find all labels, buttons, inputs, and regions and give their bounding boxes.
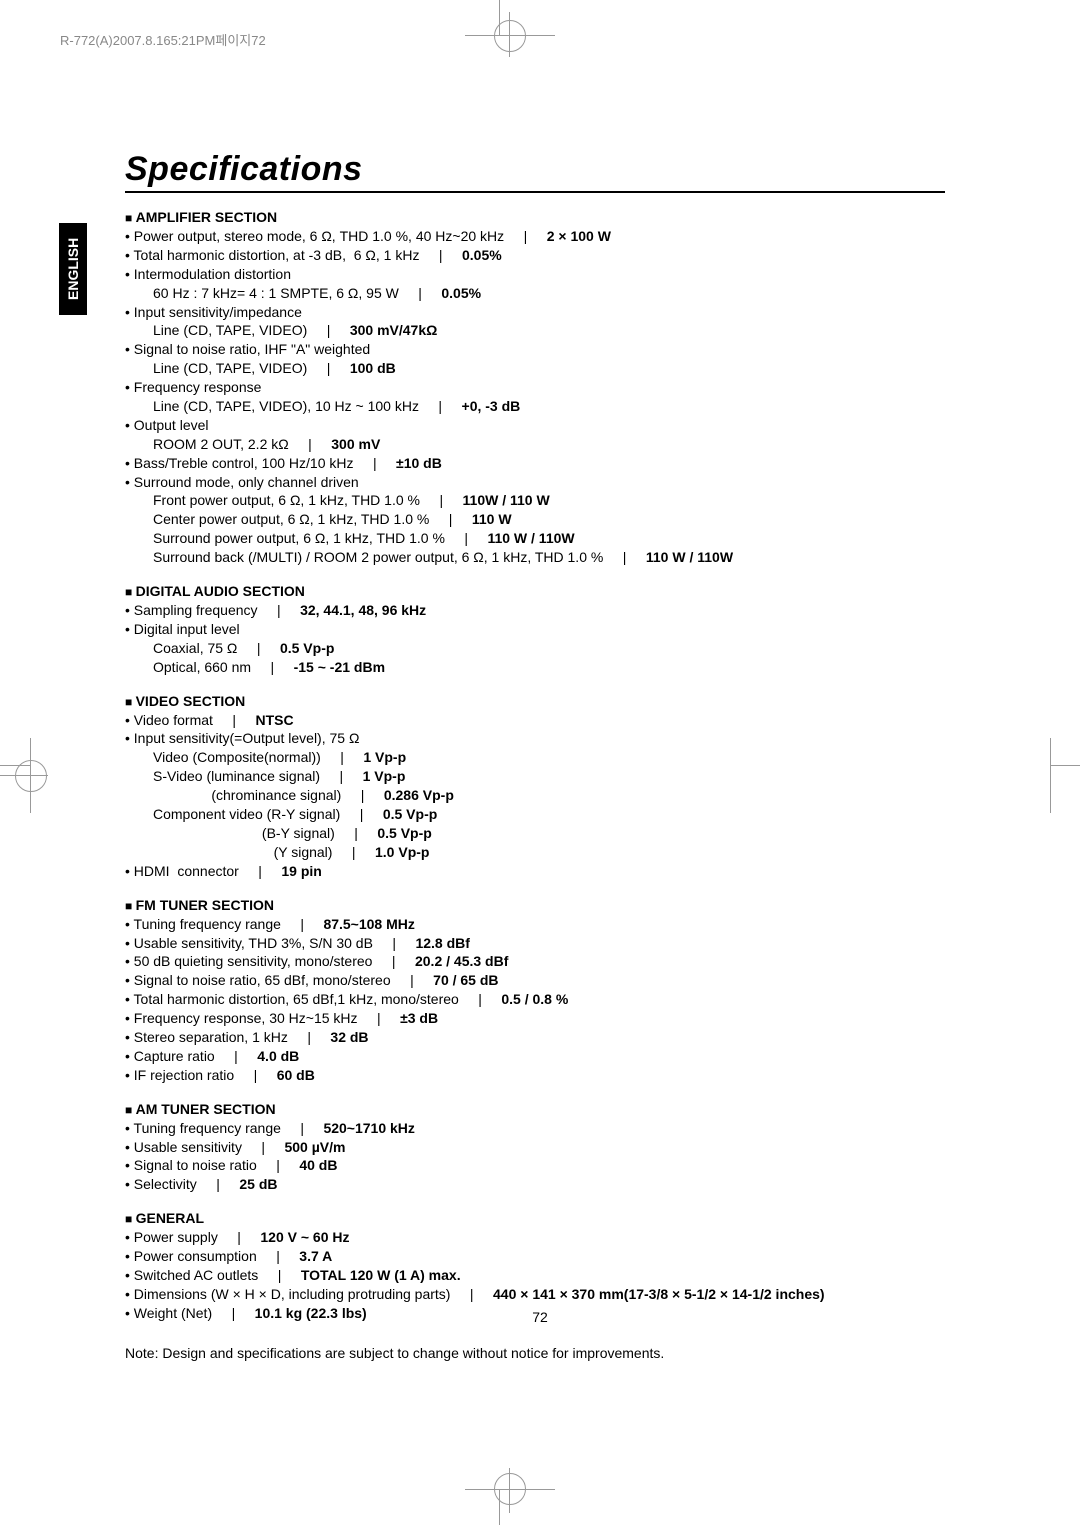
spec-line: • Stereo separation, 1 kHz | 32 dB	[125, 1028, 945, 1047]
spec-line: 60 Hz : 7 kHz= 4 : 1 SMPTE, 6 Ω, 95 W | …	[125, 284, 945, 303]
page-title: Specifications	[125, 150, 945, 193]
spec-line: Line (CD, TAPE, VIDEO), 10 Hz ~ 100 kHz …	[125, 397, 945, 416]
section-heading: GENERAL	[125, 1210, 945, 1226]
spec-line: • Dimensions (W × H × D, including protr…	[125, 1285, 945, 1304]
spec-line: • IF rejection ratio | 60 dB	[125, 1066, 945, 1085]
spec-line: Video (Composite(normal)) | 1 Vp-p	[125, 748, 945, 767]
spec-line: Front power output, 6 Ω, 1 kHz, THD 1.0 …	[125, 491, 945, 510]
spec-line: Line (CD, TAPE, VIDEO) | 100 dB	[125, 359, 945, 378]
spec-line: • Tuning frequency range | 87.5~108 MHz	[125, 915, 945, 934]
spec-line: • Output level	[125, 416, 945, 435]
print-header: R-772(A)2007.8.165:21PM페이지72	[60, 30, 266, 49]
spec-line: • Bass/Treble control, 100 Hz/10 kHz | ±…	[125, 454, 945, 473]
spec-line: • Intermodulation distortion	[125, 265, 945, 284]
section-heading: AM TUNER SECTION	[125, 1101, 945, 1117]
spec-line: • Power output, stereo mode, 6 Ω, THD 1.…	[125, 227, 945, 246]
spec-line: • Usable sensitivity, THD 3%, S/N 30 dB …	[125, 934, 945, 953]
spec-line: • Total harmonic distortion, 65 dBf,1 kH…	[125, 990, 945, 1009]
section-heading: DIGITAL AUDIO SECTION	[125, 583, 945, 599]
spec-line: • Selectivity | 25 dB	[125, 1175, 945, 1194]
spec-line: • Tuning frequency range | 520~1710 kHz	[125, 1119, 945, 1138]
spec-line: • Video format | NTSC	[125, 711, 945, 730]
spec-line: (chrominance signal) | 0.286 Vp-p	[125, 786, 945, 805]
spec-line: (Y signal) | 1.0 Vp-p	[125, 843, 945, 862]
page-content: Specifications AMPLIFIER SECTION • Power …	[125, 150, 945, 1361]
spec-line: • Digital input level	[125, 620, 945, 639]
spec-line: • Power consumption | 3.7 A	[125, 1247, 945, 1266]
spec-line: Surround back (/MULTI) / ROOM 2 power ou…	[125, 548, 945, 567]
language-tab: ENGLISH	[59, 223, 87, 315]
spec-line: Surround power output, 6 Ω, 1 kHz, THD 1…	[125, 529, 945, 548]
spec-line: Coaxial, 75 Ω | 0.5 Vp-p	[125, 639, 945, 658]
spec-line: Component video (R-Y signal) | 0.5 Vp-p	[125, 805, 945, 824]
section-heading: VIDEO SECTION	[125, 693, 945, 709]
spec-line: • Switched AC outlets | TOTAL 120 W (1 A…	[125, 1266, 945, 1285]
spec-line: • Surround mode, only channel driven	[125, 473, 945, 492]
spec-line: • Frequency response	[125, 378, 945, 397]
spec-line: • Usable sensitivity | 500 µV/m	[125, 1138, 945, 1157]
section-heading: FM TUNER SECTION	[125, 897, 945, 913]
spec-line: ROOM 2 OUT, 2.2 kΩ | 300 mV	[125, 435, 945, 454]
spec-line: • Sampling frequency | 32, 44.1, 48, 96 …	[125, 601, 945, 620]
spec-line: (B-Y signal) | 0.5 Vp-p	[125, 824, 945, 843]
spec-line: • HDMI connector | 19 pin	[125, 862, 945, 881]
spec-line: • Power supply | 120 V ~ 60 Hz	[125, 1228, 945, 1247]
spec-line: • Signal to noise ratio, 65 dBf, mono/st…	[125, 971, 945, 990]
spec-line: • Input sensitivity/impedance	[125, 303, 945, 322]
spec-line: • Total harmonic distortion, at -3 dB, 6…	[125, 246, 945, 265]
spec-line: Line (CD, TAPE, VIDEO) | 300 mV/47kΩ	[125, 321, 945, 340]
section-heading: AMPLIFIER SECTION	[125, 209, 945, 225]
spec-line: • Input sensitivity(=Output level), 75 Ω	[125, 729, 945, 748]
spec-line: • Signal to noise ratio | 40 dB	[125, 1156, 945, 1175]
spec-line: • 50 dB quieting sensitivity, mono/stere…	[125, 952, 945, 971]
spec-line: S-Video (luminance signal) | 1 Vp-p	[125, 767, 945, 786]
spec-line: • Signal to noise ratio, IHF "A" weighte…	[125, 340, 945, 359]
footnote: Note: Design and specifications are subj…	[125, 1345, 945, 1361]
spec-line: • Frequency response, 30 Hz~15 kHz | ±3 …	[125, 1009, 945, 1028]
spec-line: Center power output, 6 Ω, 1 kHz, THD 1.0…	[125, 510, 945, 529]
page-number: 72	[0, 1309, 1080, 1325]
spec-line: Optical, 660 nm | -15 ~ -21 dBm	[125, 658, 945, 677]
spec-line: • Capture ratio | 4.0 dB	[125, 1047, 945, 1066]
